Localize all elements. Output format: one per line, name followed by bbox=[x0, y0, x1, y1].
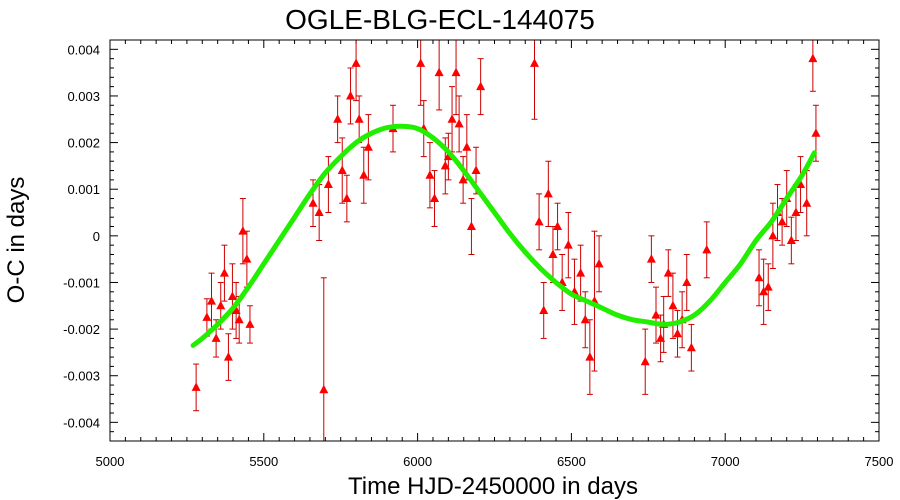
x-tick-label: 7000 bbox=[711, 454, 740, 469]
y-tick-label: 0.002 bbox=[67, 136, 100, 151]
data-point bbox=[207, 296, 217, 305]
data-point bbox=[223, 352, 233, 361]
y-tick-label: -0.003 bbox=[63, 369, 100, 384]
data-point bbox=[466, 221, 476, 231]
data-point bbox=[342, 193, 352, 203]
data-point bbox=[668, 300, 678, 310]
data-point bbox=[462, 142, 472, 151]
data-point bbox=[471, 165, 481, 175]
error-bars bbox=[193, 40, 819, 441]
plot-frame bbox=[109, 39, 880, 442]
data-point bbox=[314, 207, 324, 217]
data-point bbox=[651, 310, 661, 319]
y-tick-label: -0.004 bbox=[63, 415, 100, 430]
data-point bbox=[202, 312, 212, 321]
data-point bbox=[216, 300, 226, 310]
data-point bbox=[585, 352, 595, 361]
data-point bbox=[238, 226, 248, 235]
data-point bbox=[242, 254, 252, 263]
y-axis-label: O-C in days bbox=[3, 177, 30, 304]
data-point bbox=[594, 258, 604, 268]
data-point bbox=[791, 207, 801, 217]
data-point bbox=[234, 314, 244, 324]
x-tick-label: 6000 bbox=[403, 454, 432, 469]
data-point bbox=[580, 314, 590, 324]
data-point bbox=[686, 342, 696, 352]
data-point bbox=[319, 384, 329, 394]
data-point bbox=[777, 216, 787, 226]
x-tick-label: 7500 bbox=[865, 454, 894, 469]
data-point bbox=[646, 254, 656, 263]
data-point bbox=[476, 81, 486, 91]
x-tick-label: 5000 bbox=[96, 454, 125, 469]
data-point bbox=[434, 67, 444, 77]
data-point bbox=[359, 170, 369, 179]
y-tick-label: -0.001 bbox=[63, 275, 100, 290]
data-point bbox=[640, 356, 650, 366]
data-point bbox=[673, 328, 683, 338]
x-tick-label: 5500 bbox=[249, 454, 278, 469]
data-point bbox=[682, 277, 692, 286]
fit-curve bbox=[190, 123, 817, 348]
data-point bbox=[354, 114, 364, 123]
y-tick-label: 0 bbox=[93, 229, 100, 244]
y-tick-labels: -0.004 -0.003 -0.002 -0.001 0 0.001 0.002 0.003… bbox=[63, 42, 100, 430]
data-point bbox=[458, 174, 468, 184]
data-point bbox=[808, 53, 818, 63]
y-tick-label: -0.002 bbox=[63, 322, 100, 337]
x-tick-label: 6500 bbox=[557, 454, 586, 469]
data-point bbox=[702, 244, 712, 254]
y-tick-label: 0.001 bbox=[67, 182, 100, 197]
data-point bbox=[191, 382, 201, 391]
data-point bbox=[529, 58, 539, 67]
data-point bbox=[219, 268, 229, 277]
data-point bbox=[786, 235, 796, 244]
x-axis-label: Time HJD-2450000 in days bbox=[348, 473, 638, 500]
data-point bbox=[211, 333, 221, 342]
data-point bbox=[227, 291, 237, 300]
data-point bbox=[337, 165, 347, 175]
data-point bbox=[416, 58, 426, 67]
data-point bbox=[308, 198, 318, 207]
data-points bbox=[191, 53, 821, 394]
data-point bbox=[548, 249, 558, 258]
data-point bbox=[430, 193, 440, 203]
data-point bbox=[663, 268, 673, 277]
data-point bbox=[768, 230, 778, 240]
data-point bbox=[231, 305, 241, 314]
data-point bbox=[346, 90, 356, 100]
data-point bbox=[440, 160, 450, 170]
y-tick-label: 0.004 bbox=[67, 42, 100, 57]
data-point bbox=[796, 179, 806, 189]
data-point bbox=[447, 114, 457, 123]
data-point bbox=[534, 216, 544, 226]
data-point bbox=[811, 128, 821, 137]
x-tick-labels: 5000 5500 6000 6500 7000 7500 bbox=[96, 454, 894, 469]
data-point bbox=[363, 142, 373, 151]
data-point bbox=[759, 286, 769, 296]
data-point bbox=[543, 188, 553, 198]
data-point bbox=[451, 67, 461, 77]
data-point bbox=[425, 170, 435, 179]
data-point bbox=[539, 305, 549, 314]
data-point bbox=[351, 58, 361, 67]
data-point bbox=[333, 114, 343, 123]
data-point bbox=[802, 198, 812, 207]
axis-ticks bbox=[109, 39, 880, 442]
data-point bbox=[323, 179, 333, 189]
chart-title: OGLE-BLG-ECL-144075 bbox=[285, 4, 595, 35]
data-point bbox=[576, 268, 586, 277]
data-point bbox=[553, 221, 563, 231]
data-point bbox=[563, 240, 573, 249]
data-point bbox=[245, 319, 255, 328]
data-point bbox=[656, 333, 666, 342]
data-point bbox=[763, 282, 773, 291]
data-point bbox=[454, 118, 464, 128]
y-tick-label: 0.003 bbox=[67, 89, 100, 104]
data-point bbox=[754, 272, 764, 282]
